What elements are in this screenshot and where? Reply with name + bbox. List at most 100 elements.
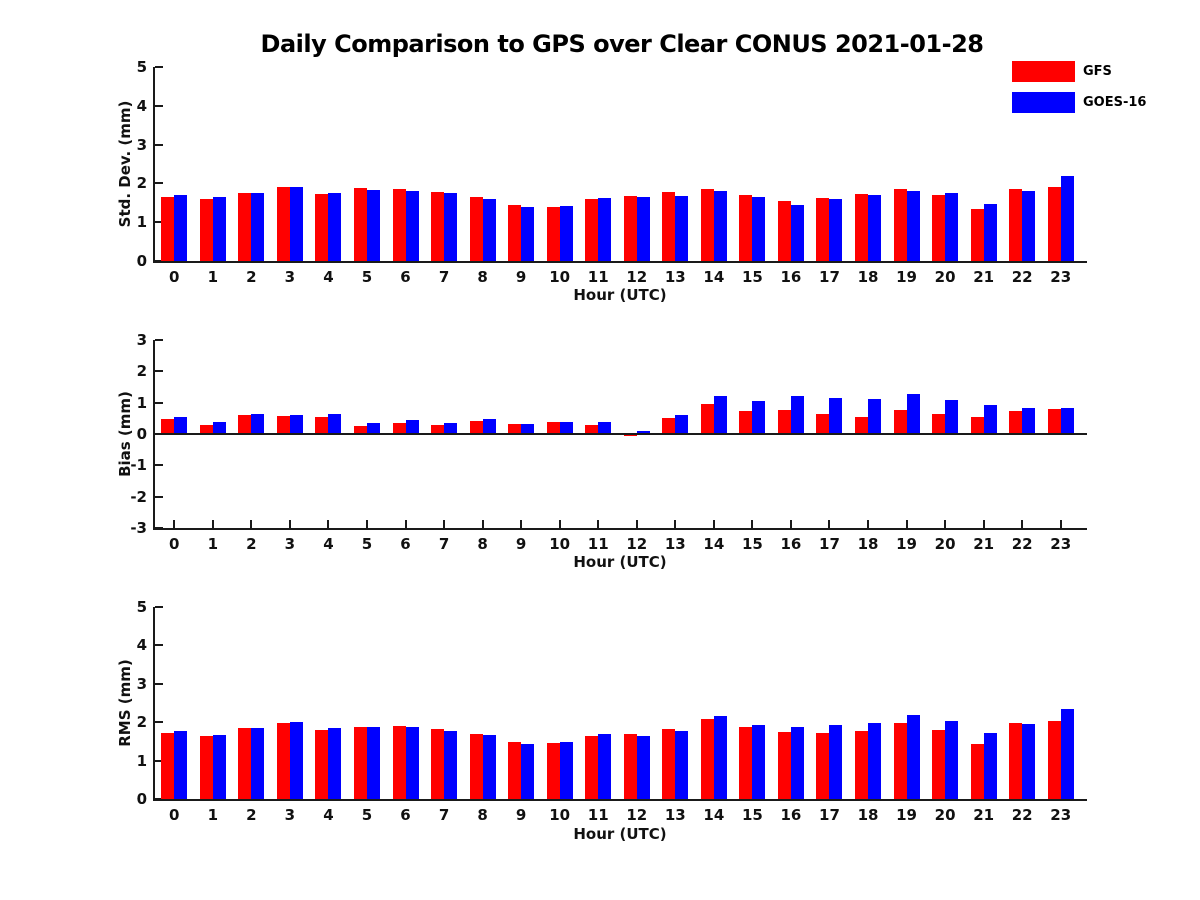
goes16-bar-h21: [983, 405, 997, 434]
y-tick-label: 5: [136, 598, 147, 616]
y-tick: [155, 143, 163, 146]
x-tick: [327, 520, 330, 528]
y-tick-label: 2: [136, 362, 147, 381]
y-axis-line: [153, 340, 155, 530]
x-tick-label: 7: [438, 268, 450, 286]
x-tick: [1021, 520, 1024, 528]
gfs-bar-h22: [1009, 188, 1023, 261]
goes16-bar-h22: [1022, 723, 1036, 799]
x-tick: [443, 520, 446, 528]
x-tick-label: 5: [361, 268, 373, 286]
goes16-bar-h13: [675, 415, 689, 434]
gfs-bar-h4: [315, 417, 329, 434]
goes16-bar-h8: [482, 735, 496, 799]
gfs-bar-h4: [315, 729, 329, 799]
gfs-bar-h21: [970, 209, 984, 261]
gfs-bar-h6: [392, 422, 406, 434]
goes16-bar-h9: [521, 423, 535, 434]
goes16-bar-h11: [598, 422, 612, 434]
y-tick-label: 3: [136, 331, 147, 349]
x-tick: [597, 520, 600, 528]
x-tick-label: 16: [780, 535, 802, 553]
goes16-bar-h4: [328, 193, 342, 261]
x-tick-label: 5: [361, 535, 373, 553]
goes16-bar-h9: [521, 207, 535, 261]
gfs-bar-h15: [739, 194, 753, 261]
gfs-bar-h21: [970, 416, 984, 434]
gfs-bar-h21: [970, 743, 984, 799]
goes16-bar-h0: [174, 417, 188, 434]
goes16-bar-h21: [983, 203, 997, 261]
x-tick: [481, 520, 484, 528]
x-tick-label: 1: [207, 268, 219, 286]
y-tick: [155, 370, 163, 373]
x-tick-label: 15: [741, 535, 763, 553]
gfs-bar-h18: [855, 194, 869, 261]
y-tick: [155, 66, 163, 68]
x-tick-label: 19: [896, 806, 917, 824]
y-axis-label-rms: RMS (mm): [116, 659, 134, 747]
goes16-bar-h8: [482, 418, 496, 434]
x-tick: [789, 520, 792, 528]
goes16-bar-h15: [752, 196, 766, 261]
gfs-bar-h16: [777, 732, 791, 799]
x-tick-label: 17: [819, 806, 840, 824]
goes16-bar-h6: [405, 420, 419, 434]
goes16-bar-h10: [559, 741, 573, 799]
x-tick-label: 20: [934, 268, 956, 286]
gfs-bar-h0: [161, 196, 175, 261]
gfs-bar-h13: [662, 418, 676, 434]
gfs-bar-h8: [469, 420, 483, 434]
x-tick-label: 2: [246, 535, 257, 553]
gfs-bar-h9: [508, 204, 522, 261]
x-tick-label: 13: [664, 806, 686, 824]
gfs-bar-h17: [816, 413, 830, 434]
gfs-bar-h19: [893, 188, 907, 261]
x-tick-label: 15: [741, 806, 763, 824]
x-axis-label-rms: Hour (UTC): [573, 825, 667, 843]
goes16-bar-h17: [829, 198, 843, 261]
x-tick-label: 9: [515, 535, 527, 553]
x-axis-line: [153, 799, 1087, 801]
y-tick-label: 3: [136, 135, 147, 154]
x-tick-label: 9: [515, 268, 527, 286]
x-tick-label: 1: [207, 806, 219, 824]
x-tick-label: 18: [857, 535, 879, 553]
goes16-bar-h13: [675, 196, 689, 261]
gfs-bar-h23: [1047, 408, 1061, 434]
goes16-bar-h18: [868, 399, 882, 434]
goes16-bar-h12: [636, 735, 650, 799]
x-tick-label: 7: [438, 535, 450, 553]
x-axis-line: [153, 528, 1087, 530]
x-tick-label: 17: [819, 535, 840, 553]
y-tick-label: 1: [136, 393, 147, 412]
goes16-bar-h16: [790, 727, 804, 799]
x-tick-label: 14: [703, 268, 725, 286]
gfs-bar-h22: [1009, 722, 1023, 799]
x-tick-label: 14: [703, 806, 725, 824]
y-tick: [155, 182, 163, 185]
gfs-bar-h3: [276, 722, 290, 799]
x-tick: [1059, 520, 1062, 528]
y-tick: [155, 339, 163, 341]
y-tick: [155, 644, 163, 647]
x-tick-label: 19: [896, 268, 917, 286]
goes16-bar-h10: [559, 421, 573, 434]
gfs-bar-h2: [238, 415, 252, 434]
x-tick-label: 11: [587, 268, 609, 286]
x-tick-label: 7: [438, 806, 450, 824]
x-tick-label: 10: [549, 268, 571, 286]
x-tick-label: 23: [1050, 535, 1072, 553]
x-tick: [250, 520, 253, 528]
x-axis-line: [153, 261, 1087, 263]
goes16-bar-h15: [752, 724, 766, 799]
gfs-bar-h15: [739, 727, 753, 799]
gfs-bar-h20: [932, 729, 946, 799]
gfs-bar-h0: [161, 419, 175, 434]
x-tick-label: 6: [400, 806, 411, 824]
y-tick-label: 2: [136, 174, 147, 193]
gfs-bar-h10: [546, 742, 560, 799]
x-tick-label: 15: [741, 268, 763, 286]
goes16-bar-h0: [174, 731, 188, 799]
